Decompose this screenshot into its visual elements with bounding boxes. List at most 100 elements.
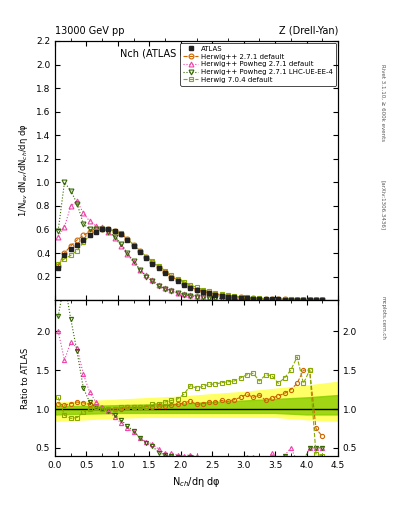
ATLAS [175,278,180,284]
Herwig 7.0.4 default [56,261,61,267]
Herwig++ Powheg 2.7.1 default [226,296,230,302]
ATLAS [282,296,287,303]
Herwig 7.0.4 default [207,288,211,294]
Herwig++ Powheg 2.7.1 default [194,293,199,300]
ATLAS [75,242,79,248]
ATLAS [257,296,262,302]
Herwig++ 2.7.1 default [75,237,79,243]
ATLAS [307,297,312,303]
Herwig 7.0.4 default [144,253,149,260]
ATLAS [182,282,186,288]
Herwig 7.0.4 default [175,276,180,282]
Herwig++ Powheg 2.7.1 default [150,277,155,283]
ATLAS [87,232,92,239]
Herwig++ 2.7.1 default [200,288,205,294]
ATLAS [263,296,268,302]
Herwig++ 2.7.1 default [295,296,299,303]
Herwig++ 2.7.1 default [194,287,199,293]
Herwig++ 2.7.1 default [244,295,249,301]
Herwig++ Powheg 2.7.1 LHC-UE-EE-4 [295,297,299,303]
Herwig++ Powheg 2.7.1 default [207,294,211,301]
Herwig++ Powheg 2.7.1 default [94,223,98,229]
ATLAS [138,249,142,255]
Herwig 7.0.4 default [81,239,86,245]
Herwig 7.0.4 default [282,296,287,303]
Herwig 7.0.4 default [307,297,312,303]
Herwig 7.0.4 default [238,294,243,300]
Herwig++ Powheg 2.7.1 LHC-UE-EE-4 [163,286,167,292]
Herwig 7.0.4 default [131,242,136,248]
Herwig++ Powheg 2.7.1 default [112,234,117,241]
Herwig++ 2.7.1 default [314,297,318,303]
ATLAS [288,296,293,303]
ATLAS [320,297,325,303]
Herwig++ 2.7.1 default [232,294,237,300]
Herwig++ Powheg 2.7.1 default [156,282,161,288]
Herwig++ Powheg 2.7.1 default [100,224,105,230]
Herwig++ Powheg 2.7.1 default [282,297,287,303]
Herwig++ Powheg 2.7.1 default [314,297,318,303]
Herwig++ 2.7.1 default [112,227,117,233]
Herwig++ Powheg 2.7.1 LHC-UE-EE-4 [87,226,92,232]
Herwig++ Powheg 2.7.1 default [144,272,149,279]
Herwig++ 2.7.1 default [119,231,123,237]
Herwig++ Powheg 2.7.1 default [81,210,86,216]
Herwig++ 2.7.1 default [56,263,61,269]
ATLAS [207,290,211,296]
Text: mcplots.cern.ch: mcplots.cern.ch [381,295,386,339]
ATLAS [56,265,61,271]
Herwig++ Powheg 2.7.1 LHC-UE-EE-4 [288,297,293,303]
Herwig++ Powheg 2.7.1 LHC-UE-EE-4 [244,296,249,303]
ATLAS [276,296,281,303]
Herwig++ Powheg 2.7.1 default [301,297,306,303]
ATLAS [81,237,86,243]
Herwig++ 2.7.1 default [138,248,142,254]
ATLAS [94,229,98,235]
Herwig++ Powheg 2.7.1 default [219,295,224,302]
Herwig++ Powheg 2.7.1 LHC-UE-EE-4 [301,297,306,303]
Herwig 7.0.4 default [270,296,274,302]
Herwig++ Powheg 2.7.1 LHC-UE-EE-4 [150,278,155,284]
Herwig 7.0.4 default [125,236,130,242]
Herwig++ 2.7.1 default [288,296,293,303]
ATLAS [238,295,243,301]
Herwig 7.0.4 default [150,258,155,264]
Herwig++ 2.7.1 default [94,226,98,232]
Herwig 7.0.4 default [100,226,105,232]
Herwig++ Powheg 2.7.1 LHC-UE-EE-4 [188,293,193,299]
Herwig++ Powheg 2.7.1 default [87,218,92,224]
ATLAS [194,287,199,293]
Herwig++ Powheg 2.7.1 LHC-UE-EE-4 [314,297,318,303]
Herwig++ Powheg 2.7.1 default [200,294,205,300]
ATLAS [251,295,255,302]
Herwig++ Powheg 2.7.1 LHC-UE-EE-4 [251,296,255,303]
Line: Herwig++ 2.7.1 default: Herwig++ 2.7.1 default [56,227,325,303]
Line: Herwig 7.0.4 default: Herwig 7.0.4 default [56,227,325,303]
ATLAS [232,294,237,300]
Herwig++ Powheg 2.7.1 default [270,297,274,303]
Herwig 7.0.4 default [112,227,117,233]
Herwig 7.0.4 default [320,297,325,303]
Herwig++ Powheg 2.7.1 LHC-UE-EE-4 [276,297,281,303]
Herwig++ Powheg 2.7.1 default [138,266,142,272]
Herwig++ Powheg 2.7.1 default [238,296,243,303]
Herwig++ Powheg 2.7.1 default [75,198,79,204]
ATLAS [188,285,193,291]
Herwig++ 2.7.1 default [125,236,130,242]
Herwig++ 2.7.1 default [175,277,180,283]
Y-axis label: Ratio to ATLAS: Ratio to ATLAS [21,347,30,409]
Herwig++ 2.7.1 default [301,297,306,303]
Herwig 7.0.4 default [314,297,318,303]
Herwig++ Powheg 2.7.1 default [257,296,262,303]
Herwig++ Powheg 2.7.1 LHC-UE-EE-4 [125,250,130,256]
Herwig 7.0.4 default [194,284,199,290]
Herwig++ Powheg 2.7.1 LHC-UE-EE-4 [213,295,218,302]
Herwig++ Powheg 2.7.1 LHC-UE-EE-4 [282,297,287,303]
Herwig++ Powheg 2.7.1 default [125,251,130,258]
Herwig++ 2.7.1 default [188,284,193,290]
Herwig 7.0.4 default [119,230,123,236]
Text: Z (Drell-Yan): Z (Drell-Yan) [279,26,338,36]
ATLAS [270,296,274,303]
Herwig++ Powheg 2.7.1 LHC-UE-EE-4 [68,187,73,194]
Herwig++ Powheg 2.7.1 LHC-UE-EE-4 [62,179,67,185]
